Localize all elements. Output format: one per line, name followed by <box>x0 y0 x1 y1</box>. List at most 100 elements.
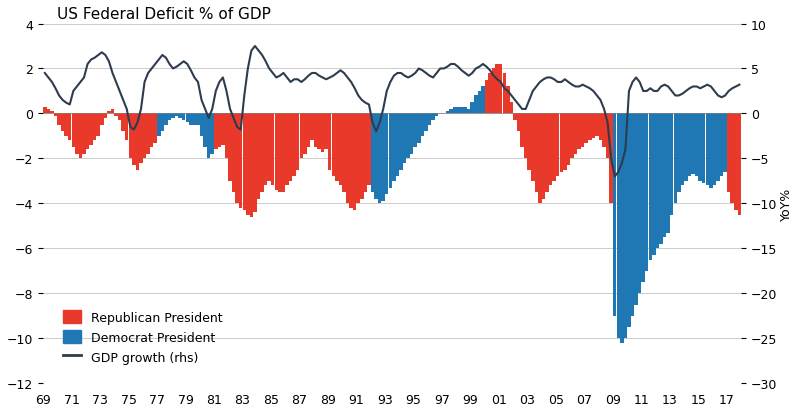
Bar <box>688 114 691 177</box>
Bar <box>588 114 591 141</box>
Bar <box>114 114 118 116</box>
Bar <box>235 114 239 204</box>
Bar <box>709 114 713 188</box>
Bar <box>410 114 414 154</box>
Bar <box>585 114 588 143</box>
Bar <box>296 114 299 170</box>
Bar <box>286 114 289 186</box>
Bar <box>289 114 292 181</box>
Bar <box>495 65 499 114</box>
Bar <box>110 110 114 114</box>
Bar <box>242 114 246 211</box>
Bar <box>392 114 396 181</box>
Bar <box>306 114 310 148</box>
Bar <box>531 114 534 181</box>
Bar <box>257 114 260 199</box>
Bar <box>402 114 406 164</box>
Bar <box>54 114 58 116</box>
Bar <box>406 114 410 159</box>
Bar <box>478 92 481 114</box>
Bar <box>396 114 399 177</box>
Bar <box>546 114 549 193</box>
Bar <box>239 114 242 209</box>
Bar <box>559 114 563 173</box>
Bar <box>738 114 741 215</box>
Bar <box>691 114 695 175</box>
Bar <box>75 114 78 154</box>
Bar <box>246 114 250 215</box>
Bar <box>218 114 221 148</box>
Bar <box>93 114 96 141</box>
Bar <box>228 114 232 181</box>
Bar <box>78 114 82 159</box>
Bar <box>542 114 546 199</box>
Bar <box>492 69 495 114</box>
Bar <box>446 112 449 114</box>
Bar <box>325 114 328 150</box>
Bar <box>299 114 303 159</box>
Bar <box>203 114 207 148</box>
Bar <box>186 114 189 123</box>
Bar <box>353 114 357 211</box>
Bar <box>470 103 474 114</box>
Bar <box>118 114 122 121</box>
Bar <box>136 114 139 170</box>
Bar <box>706 114 709 186</box>
Bar <box>267 114 271 181</box>
Bar <box>357 114 360 204</box>
Bar <box>360 114 363 199</box>
Bar <box>630 114 634 316</box>
Bar <box>122 114 125 132</box>
Bar <box>342 114 346 193</box>
Bar <box>374 114 378 199</box>
Bar <box>100 114 103 126</box>
Bar <box>61 114 64 132</box>
Bar <box>175 114 178 116</box>
Bar <box>613 114 617 316</box>
Bar <box>681 114 684 186</box>
Bar <box>642 114 645 282</box>
Bar <box>335 114 338 181</box>
Bar <box>463 107 467 114</box>
Bar <box>627 114 630 328</box>
Bar <box>638 114 642 294</box>
Bar <box>716 114 720 181</box>
Bar <box>207 114 210 159</box>
Bar <box>271 114 274 186</box>
Bar <box>182 114 186 121</box>
Bar <box>157 114 161 137</box>
Bar <box>310 114 314 141</box>
Bar <box>346 114 350 204</box>
Bar <box>46 110 50 114</box>
Bar <box>350 114 353 209</box>
Bar <box>570 114 574 159</box>
Text: US Federal Deficit % of GDP: US Federal Deficit % of GDP <box>57 7 271 22</box>
Bar <box>656 114 659 249</box>
Bar <box>321 114 324 152</box>
Bar <box>581 114 584 148</box>
Bar <box>86 114 90 150</box>
Bar <box>538 114 542 204</box>
Bar <box>161 114 164 132</box>
Bar <box>68 114 71 141</box>
Bar <box>435 114 438 116</box>
Bar <box>65 114 68 137</box>
Bar <box>727 114 730 193</box>
Bar <box>253 114 257 213</box>
Bar <box>82 114 86 154</box>
Bar <box>563 114 566 170</box>
Bar <box>534 114 538 193</box>
Bar <box>702 114 706 184</box>
Bar <box>591 114 595 139</box>
Bar <box>150 114 154 148</box>
Bar <box>684 114 688 181</box>
Bar <box>314 114 318 148</box>
Bar <box>193 114 196 126</box>
Bar <box>659 114 662 244</box>
Bar <box>602 114 606 148</box>
Bar <box>225 114 228 159</box>
Bar <box>645 114 649 271</box>
Bar <box>431 114 434 121</box>
Bar <box>389 114 392 188</box>
Bar <box>485 81 488 114</box>
